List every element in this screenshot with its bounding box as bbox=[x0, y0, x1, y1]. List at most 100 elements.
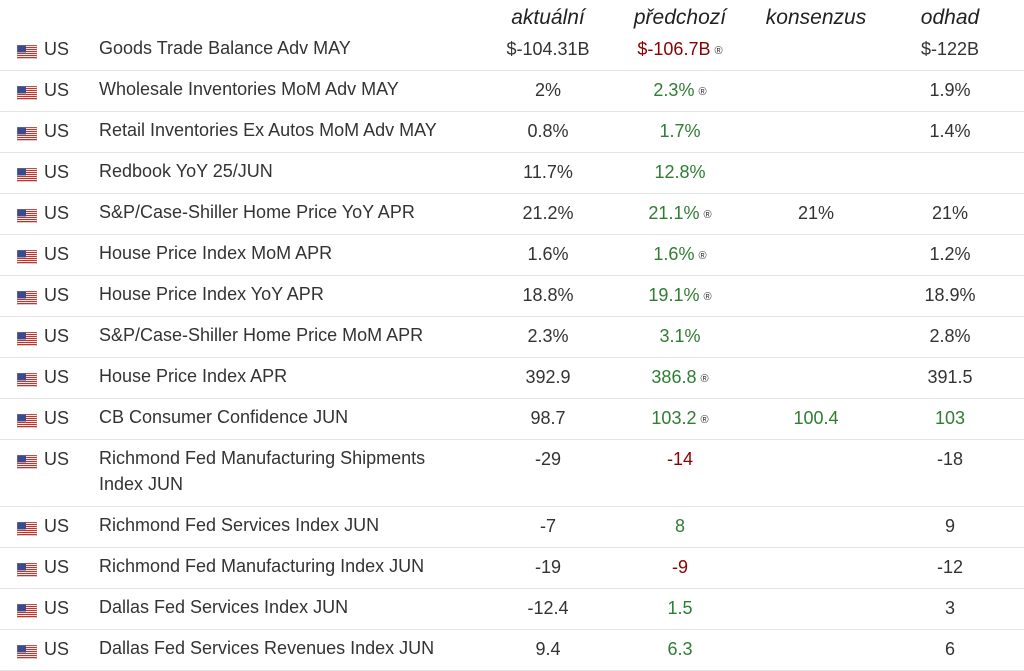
forecast-value: -18 bbox=[936, 449, 963, 469]
col-consensus-header: konsenzus bbox=[765, 6, 867, 29]
forecast-value: 18.9% bbox=[924, 285, 976, 305]
previous-cell: 6.3 bbox=[620, 639, 740, 660]
table-row[interactable]: US Richmond Fed Manufacturing Index JUN -1… bbox=[0, 548, 1024, 589]
previous-value: 6.3 bbox=[667, 639, 693, 659]
previous-cell: 103.2 ® bbox=[620, 408, 740, 429]
country-code: US bbox=[44, 203, 70, 223]
event-name[interactable]: House Price Index MoM APR bbox=[99, 243, 333, 263]
previous-value: 21.1% bbox=[648, 203, 700, 223]
forecast-value: 2.8% bbox=[929, 326, 971, 346]
forecast-value: 1.9% bbox=[929, 80, 971, 100]
country-code: US bbox=[44, 326, 70, 346]
previous-cell: 386.8 ® bbox=[620, 367, 740, 388]
previous-cell: 8 bbox=[620, 516, 740, 537]
us-flag-icon bbox=[16, 289, 38, 306]
table-row[interactable]: US Redbook YoY 25/JUN 11.7% 12.8% bbox=[0, 153, 1024, 194]
event-name[interactable]: Redbook YoY 25/JUN bbox=[99, 161, 273, 181]
country-code: US bbox=[44, 244, 70, 264]
actual-value: 392.9 bbox=[525, 367, 571, 387]
us-flag-icon bbox=[16, 166, 38, 183]
us-flag-icon bbox=[16, 43, 38, 60]
table-row[interactable]: US House Price Index APR 392.9 386.8 ® 391.5 bbox=[0, 358, 1024, 399]
table-row[interactable]: US Retail Inventories Ex Autos MoM Adv MA… bbox=[0, 112, 1024, 153]
actual-value: 2% bbox=[534, 80, 561, 100]
us-flag-icon bbox=[16, 248, 38, 265]
actual-value: 0.8% bbox=[527, 121, 569, 141]
country-code: US bbox=[44, 408, 70, 428]
event-name[interactable]: Dallas Fed Services Index JUN bbox=[99, 597, 349, 617]
us-flag-icon bbox=[16, 602, 38, 619]
event-name[interactable]: S&P/Case-Shiller Home Price YoY APR bbox=[99, 202, 415, 222]
table-row[interactable]: US Dallas Fed Services Index JUN -12.4 1.5 3 bbox=[0, 589, 1024, 630]
forecast-value: $-122B bbox=[920, 39, 980, 59]
country-code: US bbox=[44, 80, 70, 100]
event-name[interactable]: Richmond Fed Manufacturing Index JUN bbox=[99, 556, 425, 576]
actual-value: 98.7 bbox=[530, 408, 566, 428]
revised-icon: ® bbox=[700, 373, 709, 385]
previous-cell: 1.5 bbox=[620, 598, 740, 619]
forecast-value: -12 bbox=[936, 557, 963, 577]
table-row[interactable]: US Goods Trade Balance Adv MAY $-104.31B $-… bbox=[0, 30, 1024, 71]
table-row[interactable]: US S&P/Case-Shiller Home Price YoY APR 21.… bbox=[0, 194, 1024, 235]
event-name[interactable]: S&P/Case-Shiller Home Price MoM APR bbox=[99, 325, 424, 345]
country-code: US bbox=[44, 367, 70, 387]
previous-cell: 19.1% ® bbox=[620, 285, 740, 306]
us-flag-icon bbox=[16, 453, 38, 470]
us-flag-icon bbox=[16, 412, 38, 429]
event-name[interactable]: Richmond Fed Services Index JUN bbox=[99, 515, 380, 535]
country-code: US bbox=[44, 639, 70, 659]
actual-value: 1.6% bbox=[527, 244, 569, 264]
revised-icon: ® bbox=[703, 291, 712, 303]
event-name[interactable]: CB Consumer Confidence JUN bbox=[99, 407, 349, 427]
country-code: US bbox=[44, 449, 70, 469]
country-code: US bbox=[44, 121, 70, 141]
table-row[interactable]: US Wholesale Inventories MoM Adv MAY 2% 2.3… bbox=[0, 71, 1024, 112]
forecast-value: 3 bbox=[944, 598, 955, 618]
previous-cell: 12.8% bbox=[620, 162, 740, 183]
previous-value: 19.1% bbox=[648, 285, 700, 305]
previous-value: 1.6% bbox=[653, 244, 695, 264]
previous-value: 386.8 bbox=[651, 367, 697, 387]
previous-value: 8 bbox=[674, 516, 685, 536]
previous-value: 103.2 bbox=[651, 408, 697, 428]
table-row[interactable]: US CB Consumer Confidence JUN 98.7 103.2 ® 10… bbox=[0, 399, 1024, 440]
forecast-value: 391.5 bbox=[927, 367, 973, 387]
forecast-value: 9 bbox=[944, 516, 955, 536]
forecast-value: 1.2% bbox=[929, 244, 971, 264]
previous-value: $-106.7B bbox=[637, 39, 711, 59]
table-row[interactable]: US Dallas Fed Services Revenues Index JUN… bbox=[0, 630, 1024, 671]
col-previous-header: předchozí bbox=[633, 6, 727, 29]
consensus-value: 21% bbox=[797, 203, 835, 223]
event-name[interactable]: Retail Inventories Ex Autos MoM Adv MAY bbox=[99, 120, 437, 140]
us-flag-icon bbox=[16, 330, 38, 347]
us-flag-icon bbox=[16, 125, 38, 142]
table-row[interactable]: US Richmond Fed Services Index JUN -7 8 9 bbox=[0, 507, 1024, 548]
actual-value: -12.4 bbox=[527, 598, 569, 618]
event-name[interactable]: Wholesale Inventories MoM Adv MAY bbox=[99, 79, 399, 99]
event-name[interactable]: Goods Trade Balance Adv MAY bbox=[99, 38, 351, 58]
previous-cell: 3.1% bbox=[620, 326, 740, 347]
event-name[interactable]: Richmond Fed Manufacturing Shipments Ind… bbox=[99, 448, 426, 494]
us-flag-icon bbox=[16, 643, 38, 660]
forecast-value: 21% bbox=[931, 203, 969, 223]
country-code: US bbox=[44, 39, 70, 59]
event-rows: US Goods Trade Balance Adv MAY $-104.31B $-… bbox=[0, 30, 1024, 671]
table-row[interactable]: US House Price Index MoM APR 1.6% 1.6% ® 1.2% bbox=[0, 235, 1024, 276]
us-flag-icon bbox=[16, 520, 38, 537]
table-row[interactable]: US Richmond Fed Manufacturing Shipments I… bbox=[0, 440, 1024, 507]
actual-value: 18.8% bbox=[522, 285, 574, 305]
us-flag-icon bbox=[16, 371, 38, 388]
forecast-value: 6 bbox=[944, 639, 955, 659]
col-forecast-header: odhad bbox=[920, 6, 980, 29]
revised-icon: ® bbox=[698, 86, 707, 98]
previous-value: -9 bbox=[671, 557, 688, 577]
event-name[interactable]: Dallas Fed Services Revenues Index JUN bbox=[99, 638, 435, 658]
table-row[interactable]: US House Price Index YoY APR 18.8% 19.1% ® 18… bbox=[0, 276, 1024, 317]
table-row[interactable]: US S&P/Case-Shiller Home Price MoM APR 2.3… bbox=[0, 317, 1024, 358]
previous-cell: 1.7% bbox=[620, 121, 740, 142]
actual-value: $-104.31B bbox=[506, 39, 590, 59]
event-name[interactable]: House Price Index APR bbox=[99, 366, 288, 386]
forecast-value: 103 bbox=[934, 408, 966, 428]
event-name[interactable]: House Price Index YoY APR bbox=[99, 284, 324, 304]
